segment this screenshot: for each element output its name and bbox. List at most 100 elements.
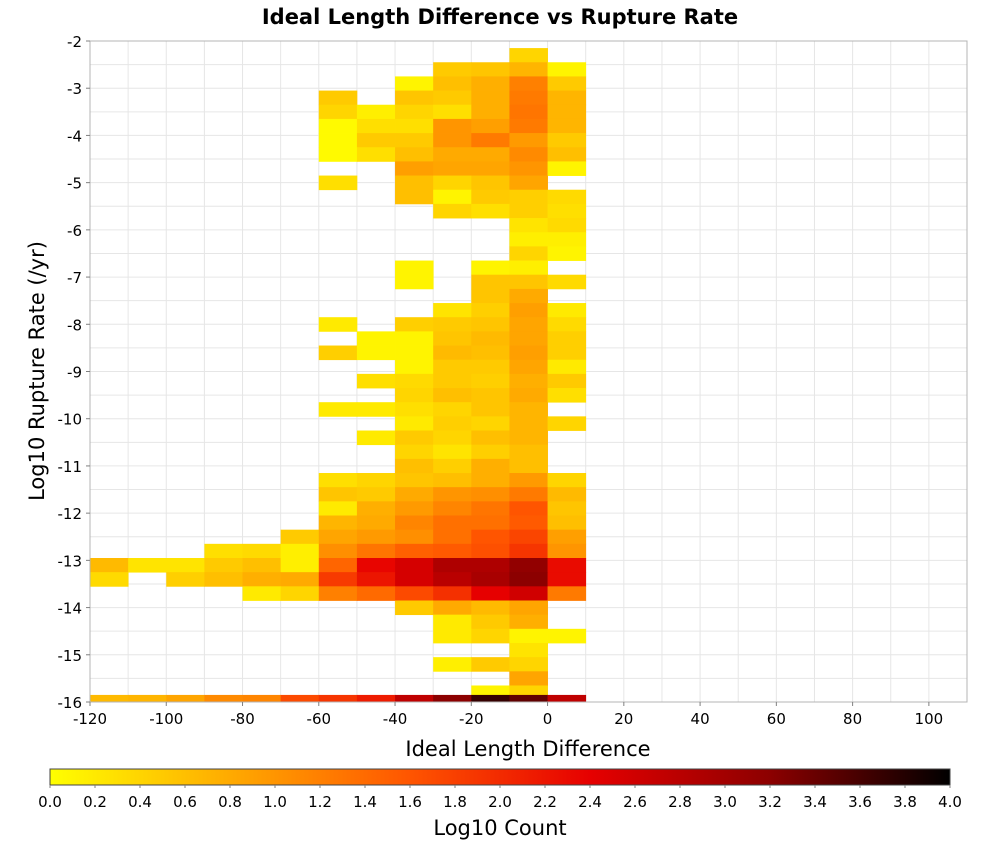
heatmap-cell	[395, 572, 434, 587]
heatmap-cell	[509, 458, 548, 474]
x-tick-label: 0	[543, 710, 553, 728]
heatmap-cell	[509, 246, 548, 261]
heatmap-cell	[509, 118, 548, 134]
heatmap-cell	[509, 642, 548, 658]
heatmap-cell	[280, 586, 320, 601]
heatmap-cell	[356, 586, 396, 601]
heatmap-cell	[356, 345, 396, 361]
heatmap-cell	[547, 303, 587, 318]
heatmap-cell	[509, 694, 548, 703]
y-tick-label: -8	[67, 316, 82, 334]
x-axis-label: Ideal Length Difference	[405, 737, 650, 761]
heatmap-cell	[471, 373, 510, 389]
heatmap-cell	[90, 694, 129, 703]
heatmap-cell	[471, 147, 510, 162]
heatmap-cell	[509, 317, 548, 332]
x-tick-label: 20	[614, 710, 633, 728]
heatmap-cell	[509, 90, 548, 106]
heatmap-cell	[471, 473, 510, 488]
heatmap-cell	[395, 543, 434, 559]
heatmap-cell	[166, 558, 205, 573]
heatmap-cell	[318, 543, 358, 559]
heatmap-cell	[471, 444, 510, 460]
heatmap-cell	[471, 487, 510, 502]
colorbar-tick-label: 1.4	[353, 793, 377, 811]
heatmap-cell	[433, 558, 472, 573]
x-axis-ticks: -120 -100 -80 -60 -40 -20 0 20 40 60 80 100	[73, 702, 943, 728]
heatmap-cell	[356, 402, 396, 417]
heatmap-cell	[471, 628, 510, 644]
heatmap-cell	[395, 458, 434, 474]
heatmap-cell	[395, 529, 434, 545]
heatmap-cell	[471, 317, 510, 332]
heatmap-cell	[395, 317, 434, 332]
heatmap-cell	[509, 359, 548, 375]
x-tick-label: -100	[149, 710, 183, 728]
heatmap-cell	[318, 118, 358, 134]
y-tick-label: -3	[67, 80, 82, 98]
heatmap-cell	[509, 558, 548, 573]
y-tick-label: -11	[58, 458, 83, 476]
heatmap-cell	[433, 543, 472, 559]
colorbar-label: Log10 Count	[433, 816, 566, 840]
heatmap-cell	[509, 416, 548, 431]
heatmap-cell	[433, 628, 472, 644]
heatmap-cell	[509, 515, 548, 531]
chart-title: Ideal Length Difference vs Rupture Rate	[262, 5, 738, 29]
heatmap-cell	[547, 529, 587, 545]
colorbar-tick-label: 1.6	[398, 793, 422, 811]
heatmap-cell	[509, 628, 548, 644]
colorbar-tick-label: 0.8	[218, 793, 242, 811]
heatmap-cell	[547, 501, 587, 516]
heatmap-cell	[509, 671, 548, 686]
heatmap-cell	[433, 359, 472, 375]
heatmap-cell	[356, 558, 396, 573]
heatmap-cell	[318, 586, 358, 601]
heatmap-cell	[509, 303, 548, 318]
heatmap-cell	[433, 345, 472, 361]
heatmap-cell	[242, 694, 282, 703]
heatmap-cell	[547, 543, 587, 559]
heatmap-cell	[204, 558, 243, 573]
heatmap-cell	[433, 586, 472, 601]
heatmap-cell	[471, 133, 510, 148]
heatmap-cell	[318, 558, 358, 573]
heatmap-cell	[509, 76, 548, 91]
y-tick-label: -10	[58, 411, 83, 429]
heatmap-cell	[433, 118, 472, 134]
heatmap-cell	[395, 260, 434, 276]
colorbar-tick-label: 1.0	[263, 793, 287, 811]
colorbar-tick-label: 2.2	[533, 793, 557, 811]
heatmap-cell	[395, 147, 434, 162]
heatmap-cell	[547, 345, 587, 361]
heatmap-cell	[471, 175, 510, 191]
heatmap-cell	[395, 359, 434, 375]
heatmap-cell	[318, 473, 358, 488]
heatmap-cell	[395, 416, 434, 431]
heatmap-cell	[471, 104, 510, 120]
colorbar-tick-label: 3.4	[803, 793, 827, 811]
heatmap-cell	[471, 189, 510, 205]
heatmap-cell	[280, 529, 320, 545]
heatmap-cell	[433, 529, 472, 545]
heatmap-cell	[471, 331, 510, 346]
heatmap-cell	[471, 288, 510, 304]
heatmap-cell	[471, 430, 510, 446]
heatmap-cell	[471, 260, 510, 276]
heatmap-cell	[471, 515, 510, 531]
heatmap-cell	[433, 614, 472, 630]
heatmap-cell	[547, 203, 587, 219]
y-tick-label: -7	[67, 269, 82, 287]
heatmap-cell	[547, 359, 587, 375]
heatmap-cell	[395, 90, 434, 106]
heatmap-cell	[433, 62, 472, 77]
colorbar-tick-label: 4.0	[938, 793, 962, 811]
heatmap-cell	[433, 104, 472, 120]
heatmap-cell	[318, 572, 358, 587]
heatmap-cell	[509, 260, 548, 276]
heatmap-cell	[547, 473, 587, 488]
heatmap-cell	[204, 543, 243, 559]
heatmap-cell	[356, 529, 396, 545]
heatmap-cell	[547, 246, 587, 261]
